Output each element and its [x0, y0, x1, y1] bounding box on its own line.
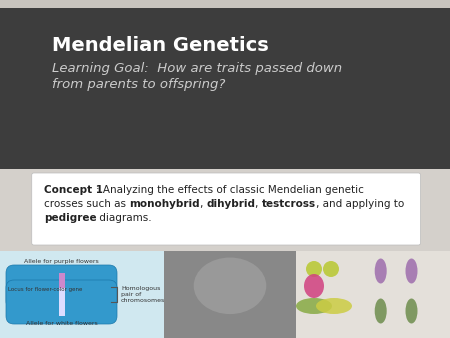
FancyBboxPatch shape — [32, 173, 420, 245]
Text: : Analyzing the effects of classic Mendelian genetic: : Analyzing the effects of classic Mende… — [96, 185, 364, 195]
Bar — [296, 251, 450, 338]
Text: , and applying to: , and applying to — [316, 199, 404, 209]
Text: Mendelian Genetics: Mendelian Genetics — [52, 36, 269, 55]
Ellipse shape — [375, 259, 387, 284]
Text: Allele for white flowers: Allele for white flowers — [26, 321, 97, 326]
Ellipse shape — [194, 258, 266, 314]
Text: dihybrid: dihybrid — [206, 199, 255, 209]
Bar — [58, 288, 64, 316]
Text: testcross: testcross — [262, 199, 316, 209]
Text: diagrams.: diagrams. — [96, 213, 152, 223]
Ellipse shape — [296, 298, 332, 314]
Bar — [58, 273, 64, 301]
Text: from parents to offspring?: from parents to offspring? — [52, 78, 225, 91]
Ellipse shape — [375, 298, 387, 323]
Ellipse shape — [405, 259, 418, 284]
Text: Allele for purple flowers: Allele for purple flowers — [24, 259, 99, 264]
Text: Homologous
pair of
chromosomes: Homologous pair of chromosomes — [121, 286, 165, 303]
FancyBboxPatch shape — [6, 280, 117, 324]
Ellipse shape — [316, 298, 352, 314]
Text: crosses such as: crosses such as — [44, 199, 129, 209]
Ellipse shape — [323, 261, 339, 277]
Ellipse shape — [304, 274, 324, 298]
Text: ,: , — [255, 199, 262, 209]
Bar — [0, 8, 450, 169]
Bar — [164, 251, 296, 338]
Text: monohybrid: monohybrid — [129, 199, 200, 209]
Ellipse shape — [405, 298, 418, 323]
Text: pedigree: pedigree — [44, 213, 96, 223]
Bar — [0, 251, 164, 338]
Text: ,: , — [200, 199, 206, 209]
Bar — [0, 0, 450, 8]
Text: Learning Goal:  How are traits passed down: Learning Goal: How are traits passed dow… — [52, 62, 342, 75]
FancyBboxPatch shape — [6, 265, 117, 309]
Text: Locus for flower-color gene: Locus for flower-color gene — [8, 287, 82, 291]
Bar — [0, 169, 450, 338]
Text: Concept 1: Concept 1 — [44, 185, 103, 195]
Ellipse shape — [306, 261, 322, 277]
